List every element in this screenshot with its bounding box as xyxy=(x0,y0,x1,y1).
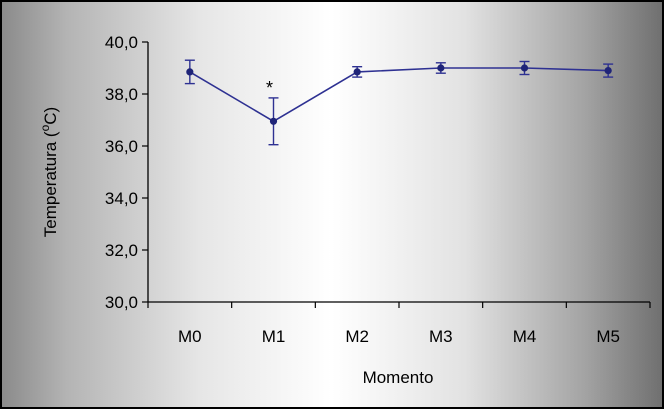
x-tick-labels: M0 M1 M2 M3 M4 M5 xyxy=(178,327,620,346)
series-group xyxy=(184,59,614,146)
y-tick-label: 38,0 xyxy=(105,85,138,104)
y-tick-label: 40,0 xyxy=(105,33,138,52)
y-axis-label-end: C) xyxy=(41,107,60,125)
annotations: * xyxy=(266,78,273,98)
y-tick-label: 34,0 xyxy=(105,189,138,208)
y-axis-label: Temperatura (oC) xyxy=(38,107,60,237)
data-point xyxy=(604,67,612,75)
y-axis-label-superscript: o xyxy=(38,124,52,131)
x-tick-label: M1 xyxy=(262,327,286,346)
data-point xyxy=(269,117,278,125)
x-tick-label: M5 xyxy=(596,327,620,346)
y-tick-label: 36,0 xyxy=(105,137,138,156)
y-axis-label-main: Temperatura ( xyxy=(41,131,60,237)
x-tick-label: M4 xyxy=(513,327,537,346)
x-tick-label: M3 xyxy=(429,327,453,346)
data-point xyxy=(353,68,361,76)
y-tick-label: 30,0 xyxy=(105,293,138,312)
y-tick-labels: 30,0 32,0 34,0 36,0 38,0 40,0 xyxy=(105,33,138,312)
data-point xyxy=(437,64,445,72)
x-axis-label: Momento xyxy=(363,368,434,387)
x-tick-label: M2 xyxy=(345,327,369,346)
data-point xyxy=(520,64,529,72)
y-tick-label: 32,0 xyxy=(105,241,138,260)
data-point xyxy=(186,68,194,76)
significance-marker: * xyxy=(266,78,273,98)
axes xyxy=(142,41,651,308)
x-tick-label: M0 xyxy=(178,327,202,346)
series-line xyxy=(189,67,609,123)
